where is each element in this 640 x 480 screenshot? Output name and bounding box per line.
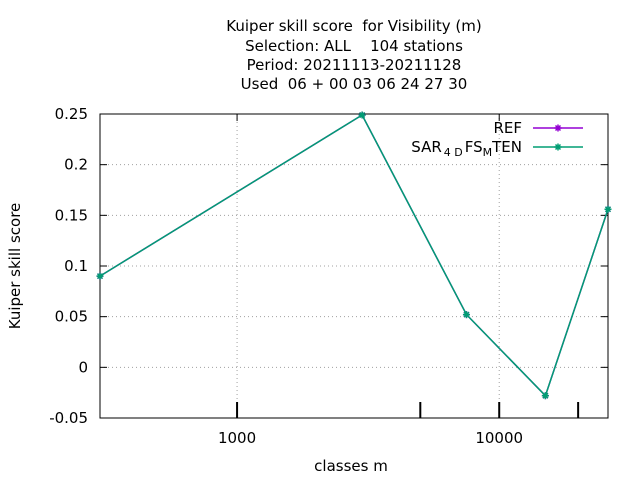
y-tick-label: -0.05: [49, 409, 88, 427]
legend-sar-part-c: TEN: [491, 138, 522, 156]
y-tick-label: 0.1: [64, 257, 88, 275]
legend-sar-sub-2: M: [483, 146, 493, 159]
chart-title-line-2: Selection: ALL 104 stations: [245, 37, 463, 55]
data-point-1-0: [96, 272, 104, 280]
series: [96, 111, 612, 400]
legend-sar-part-a: SAR: [411, 138, 441, 156]
y-tick-label: 0.25: [55, 105, 88, 123]
legend-sar-part-b: FS: [465, 138, 483, 156]
y-tick-label: 0.2: [64, 156, 88, 174]
y-tick-label: 0.05: [55, 308, 88, 326]
series-line-0: [99, 113, 609, 398]
data-point-1-1: [358, 111, 366, 119]
y-tick-label: 0: [78, 358, 88, 376]
data-point-1-2: [462, 311, 470, 319]
series-line-1: [99, 113, 609, 398]
legend-sar-sub-1: 4 D: [444, 146, 463, 159]
data-point-1-4: [604, 205, 612, 213]
legend-label-ref: REF: [493, 119, 522, 137]
legend-marker-0: [554, 124, 562, 132]
axes: -0.05 0 0.05 0.1 0.15 0.2 0.25 1000 10000: [49, 105, 609, 447]
legend-label-sar: SAR 4 D FSMTEN: [411, 138, 522, 159]
chart-title-line-4: Used 06 + 00 03 06 24 27 30: [240, 75, 468, 93]
chart-title-line-3: Period: 20211113-20211128: [246, 56, 462, 74]
x-axis-label: classes m: [314, 457, 388, 475]
data-point-1-3: [541, 392, 549, 400]
y-axis-label: Kuiper skill score: [6, 203, 24, 330]
legend: REF SAR 4 D FSMTEN: [411, 119, 583, 159]
grid: [100, 114, 608, 418]
x-tick-label: 1000: [218, 429, 256, 447]
x-tick-label: 10000: [475, 429, 523, 447]
chart-title-line-1: Kuiper skill score for Visibility (m): [226, 17, 482, 35]
legend-marker-1: [554, 143, 562, 151]
y-tick-label: 0.15: [55, 206, 88, 224]
